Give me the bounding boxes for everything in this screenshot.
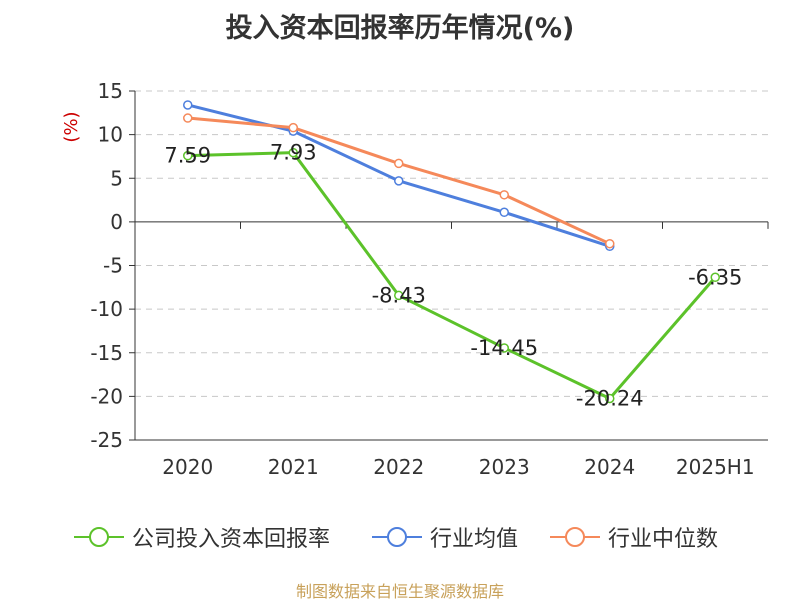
series-point-0 <box>183 150 193 161</box>
series-point-2 <box>605 238 615 249</box>
legend-line-marker-icon <box>550 527 600 547</box>
series-line-0 <box>187 151 717 400</box>
legend-item-company[interactable]: 公司投入资本回报率 <box>72 520 330 554</box>
series-point-1 <box>499 207 509 218</box>
y-tick-label: -15 <box>90 341 123 365</box>
y-tick-label: -5 <box>103 254 123 278</box>
y-tick-label: 15 <box>98 79 123 103</box>
legend-line-marker-icon <box>74 527 124 547</box>
data-labels: 7.59 7.93 -8.43 -14.45 -20.24 -6.35 <box>164 141 742 411</box>
x-tick-label: 2023 <box>479 455 530 479</box>
series-point-1 <box>183 100 193 110</box>
chart-legend: 公司投入资本回报率 行业均值 行业中位数 <box>0 520 800 554</box>
chart-title: 投入资本回报率历年情况(%) <box>225 13 575 44</box>
series-line-1 <box>187 103 611 248</box>
series-point-0 <box>710 272 720 283</box>
series-point-0 <box>394 290 404 301</box>
y-axis-unit-label: (%) <box>61 111 82 142</box>
x-tick-label: 2024 <box>584 455 635 479</box>
series-point-1 <box>394 176 404 186</box>
legend-label-company: 公司投入资本回报率 <box>132 527 331 552</box>
series-point-2 <box>394 158 404 169</box>
y-tick-label: 5 <box>110 166 123 190</box>
legend-label-industry-average: 行业均值 <box>430 527 519 552</box>
axes: 15 10 5 0 -5 -10 -15 -20 -25 (%) 2020 2021 2022 2023 2… <box>61 79 769 479</box>
series-point-0 <box>288 147 298 158</box>
grid-lines <box>135 90 768 441</box>
legend-item-industry-average[interactable]: 行业均值 <box>370 520 518 554</box>
y-tick-label: -10 <box>90 297 123 321</box>
x-tick-label: 2020 <box>162 455 213 479</box>
y-tick-label: -25 <box>90 428 123 452</box>
legend-line-marker-icon <box>372 527 422 547</box>
data-label: -8.43 <box>372 283 426 307</box>
x-tick-label: 2025H1 <box>676 455 755 479</box>
data-label: 7.59 <box>164 144 211 168</box>
legend-label-industry-median: 行业中位数 <box>608 527 719 552</box>
legend-item-industry-median[interactable]: 行业中位数 <box>548 520 718 554</box>
data-label: -6.35 <box>688 265 742 289</box>
series-lines <box>183 100 720 404</box>
y-tick-label: -20 <box>90 384 123 408</box>
data-source-note: 制图数据来自恒生聚源数据库 <box>295 582 504 601</box>
data-label: -14.45 <box>470 336 538 360</box>
x-tick-label: 2021 <box>268 455 319 479</box>
x-tick-label: 2022 <box>373 455 424 479</box>
data-label: 7.93 <box>270 141 317 165</box>
series-point-2 <box>183 113 193 123</box>
series-point-0 <box>499 343 509 353</box>
series-point-2 <box>499 190 509 200</box>
y-tick-label: 0 <box>110 210 123 234</box>
y-tick-label: 10 <box>98 123 123 147</box>
data-label: -20.24 <box>576 386 644 410</box>
series-point-2 <box>288 122 298 133</box>
line-chart: 15 10 5 0 -5 -10 -15 -20 -25 (%) 2020 2021 2022 2023 2… <box>61 79 769 479</box>
series-point-0 <box>605 393 615 404</box>
